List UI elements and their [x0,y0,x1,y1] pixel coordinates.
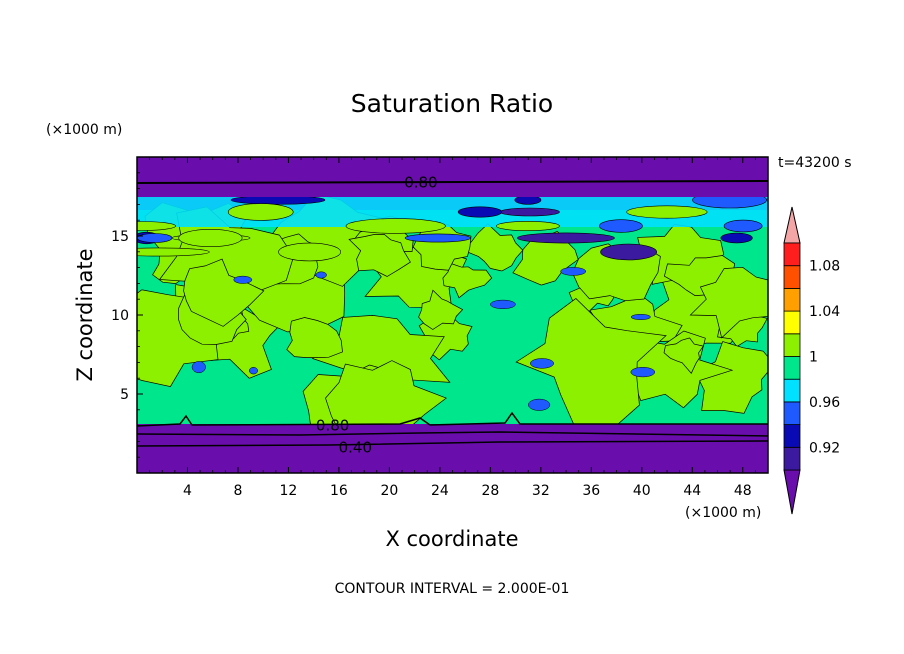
x-tick-label: 24 [431,483,449,499]
contour-line-low-2 [137,431,768,437]
colorbar-swatch [783,287,801,312]
upper-layer-patch [720,232,753,244]
colorbar-swatch [783,242,801,267]
y-tick-label: 10 [111,308,129,324]
x-axis-ticks: 4 8 12 16 20 24 28 32 36 40 44 48 [149,157,756,499]
upper-layer-patch [723,219,763,233]
chart-title: Saturation Ratio [351,89,553,118]
colorbar-under-triangle [783,469,801,515]
colorbar-swatch [783,356,801,380]
colorbar-tick-label: 1.04 [809,304,840,320]
upper-layer-patch [178,229,243,248]
cloud-patch [418,289,464,330]
dry-pocket [560,267,587,276]
contour-labels: 0.80 0.80 0.40 [316,173,438,456]
colorbar-over-triangle [783,206,801,244]
upper-layer-patch [626,205,708,219]
dry-pocket [528,398,551,411]
x-axis-title: X coordinate [385,527,518,551]
upper-layer-patch [227,203,294,221]
cloud-patch [689,266,768,339]
upper-layer-patch [600,243,658,261]
dry-pocket [530,358,554,369]
colorbar-swatch [783,424,801,448]
upper-layer-patch [517,232,615,244]
colorbar-tick-label: 1 [809,350,818,366]
colorbar-swatch [783,333,801,357]
x-tick-label: 20 [380,483,398,499]
x-tick-label: 12 [280,483,298,499]
x-tick-label: 4 [183,483,192,499]
y-tick-label: 15 [111,229,129,245]
cloud-patch [663,337,704,374]
x-unit-label: (×1000 m) [685,505,761,521]
contour-line-upper [137,180,768,184]
y-tick-label: 5 [120,387,129,403]
colorbar-swatch [783,265,801,289]
x-tick-label: 32 [532,483,550,499]
dry-pocket [191,361,206,374]
upper-layer-patch [137,247,210,257]
contour-line-low-1 [137,411,768,427]
upper-layer-patch [404,233,471,243]
contour-line-low-3 [137,440,768,447]
upper-layer-features [137,191,767,262]
x-tick-label: 48 [734,483,752,499]
colorbar: 0.92 0.96 1 1.04 1.08 [783,206,840,515]
cloud-patch [442,262,493,299]
contour-label: 0.80 [404,173,437,191]
colorbar-tick-label: 0.96 [809,395,840,411]
cloud-patch [348,234,411,277]
colorbar-swatch [783,310,801,335]
x-tick-label: 36 [582,483,600,499]
contour-interval-note: CONTOUR INTERVAL = 2.000E-01 [335,581,570,597]
upper-layer-patch [496,221,560,232]
cloud-patch [183,258,265,327]
y-axis-ticks: 5 10 15 [111,172,143,458]
dry-pocket [233,275,253,284]
dry-pocket [315,271,327,279]
x-tick-label: 40 [633,483,651,499]
upper-layer-patch [137,233,173,243]
colorbar-swatch [783,446,801,471]
contour-label: 0.40 [339,439,372,457]
x-tick-label: 44 [683,483,701,499]
colorbar-tick-label: 0.92 [809,440,840,456]
cloud-patch [286,317,343,358]
x-tick-label: 28 [481,483,499,499]
plot-area [137,157,768,473]
dry-pocket [249,367,258,375]
cloud-patch [515,298,667,429]
dry-pocket [490,299,516,309]
colorbar-tick-label: 1.08 [809,259,840,275]
upper-layer-patch [137,221,176,231]
colorbar-swatch [783,401,801,425]
upper-layer-patch [278,242,342,262]
upper-layer-patch [499,207,560,217]
y-unit-label: (×1000 m) [46,122,122,138]
upper-layer-patch [345,218,446,234]
upper-layer-patch [457,206,503,218]
colorbar-swatch [783,378,801,403]
dry-pocket [630,314,651,320]
contour-label: 0.80 [316,417,349,435]
time-label: t=43200 s [778,155,852,171]
layer-lower-dry [137,424,768,473]
upper-layer-patch [599,219,643,233]
dry-pocket [630,367,656,378]
x-tick-label: 8 [233,483,242,499]
x-tick-label: 16 [330,483,348,499]
layer-upper-dry [137,157,768,197]
y-axis-title: Z coordinate [73,248,97,381]
